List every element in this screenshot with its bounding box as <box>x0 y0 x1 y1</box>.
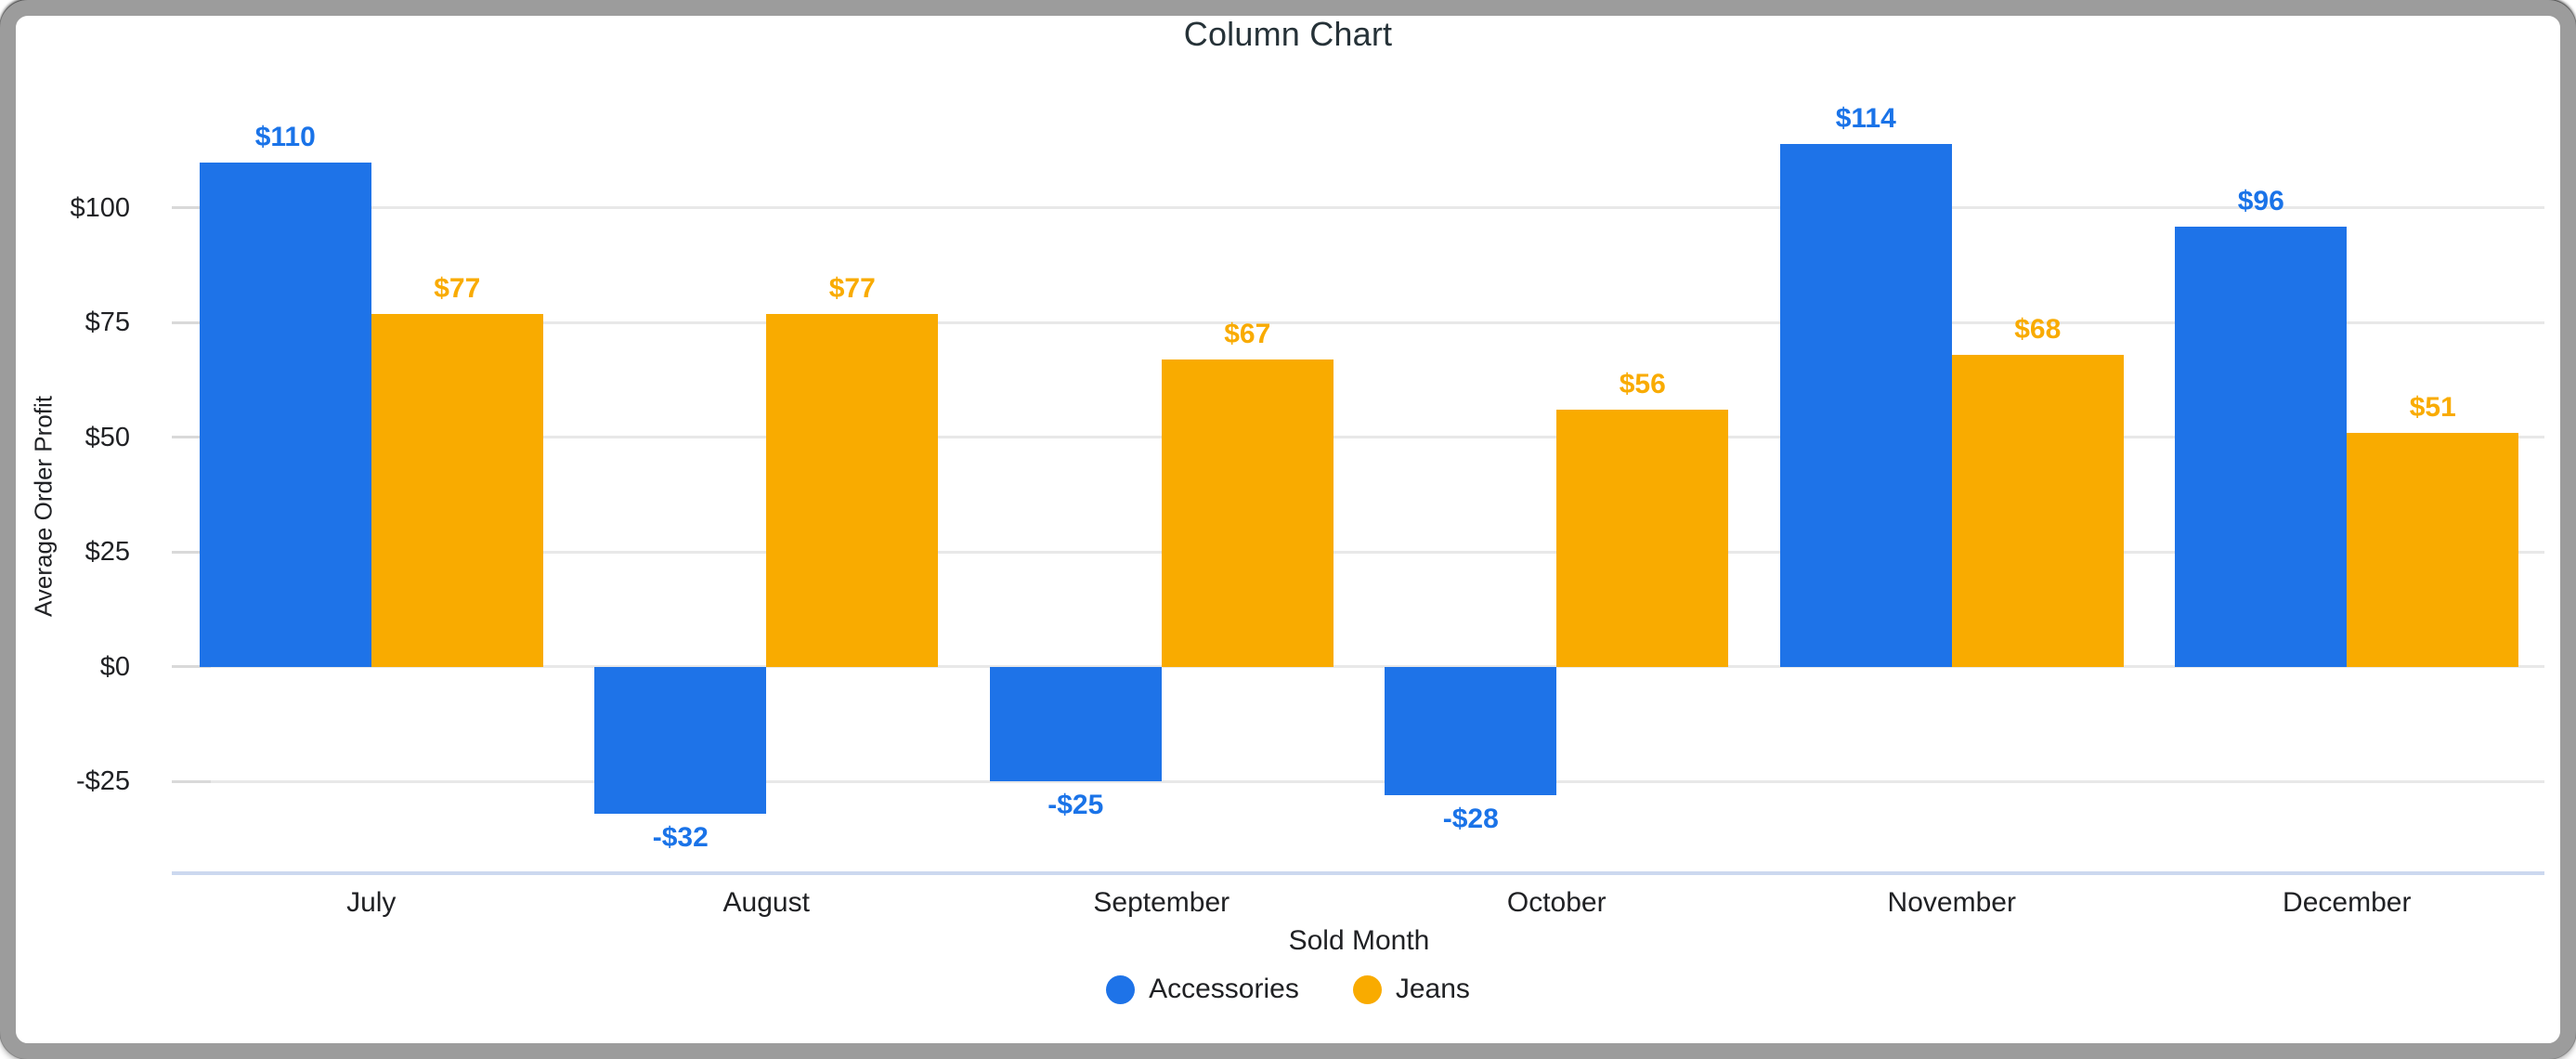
y-tick-label: -$25 <box>75 766 130 797</box>
bar-jeans-october[interactable] <box>1556 410 1729 667</box>
bar-value-label: $68 <box>2014 313 2062 345</box>
bar-jeans-september[interactable] <box>1161 359 1334 667</box>
bar-value-label: $77 <box>828 272 876 304</box>
legend-marker-accessories-icon <box>1106 974 1136 1004</box>
y-tick-label: $0 <box>99 651 130 682</box>
x-category-december: December <box>2283 887 2412 918</box>
bar-value-label: $110 <box>254 121 316 152</box>
legend-marker-jeans-icon <box>1352 974 1382 1004</box>
legend-item-jeans[interactable]: Jeans <box>1352 974 1470 1005</box>
bar-value-label: $51 <box>2409 391 2456 423</box>
bar-accessories-october[interactable] <box>1385 666 1557 796</box>
gridline-0 <box>172 665 2544 669</box>
axis-tick--25 <box>172 779 211 783</box>
bar-value-label: $96 <box>2237 185 2284 216</box>
bar-value-label: $56 <box>1619 369 1666 400</box>
axis-tick-0 <box>172 665 211 669</box>
axis-tick-50 <box>172 436 211 439</box>
x-category-july: July <box>346 887 397 918</box>
bar-jeans-november[interactable] <box>1951 354 2124 667</box>
axis-tick-25 <box>172 550 211 554</box>
gridline--25 <box>172 779 2544 783</box>
x-category-september: September <box>1093 887 1230 918</box>
bar-accessories-november[interactable] <box>1779 143 1952 667</box>
bar-accessories-july[interactable] <box>199 162 371 667</box>
gridline-50 <box>172 436 2544 439</box>
x-axis-title: Sold Month <box>1288 925 1430 956</box>
bar-jeans-august[interactable] <box>766 313 939 667</box>
x-category-november: November <box>1887 887 2016 918</box>
y-tick-label: $25 <box>85 537 130 568</box>
gridline-75 <box>172 320 2544 324</box>
bar-value-label: -$28 <box>1442 804 1499 835</box>
bar-accessories-september[interactable] <box>989 666 1162 782</box>
y-tick-label: $75 <box>85 307 130 338</box>
x-axis-baseline <box>172 871 2544 875</box>
bar-jeans-july[interactable] <box>371 313 543 667</box>
bar-accessories-december[interactable] <box>2175 226 2348 667</box>
bar-value-label: $77 <box>434 272 481 304</box>
y-tick-label: $50 <box>85 422 130 452</box>
chart-title: Column Chart <box>1183 15 1393 53</box>
chart-legend: Accessories Jeans <box>0 974 2576 1005</box>
legend-label-jeans: Jeans <box>1395 974 1470 1004</box>
bar-value-label: -$32 <box>652 821 709 853</box>
gridline-100 <box>172 206 2544 210</box>
bar-jeans-december[interactable] <box>2347 432 2519 667</box>
axis-tick-100 <box>172 206 211 210</box>
axis-tick-75 <box>172 320 211 324</box>
bar-value-label: $114 <box>1835 102 1896 134</box>
y-tick-label: $100 <box>70 192 130 223</box>
bar-accessories-august[interactable] <box>594 666 767 814</box>
legend-item-accessories[interactable]: Accessories <box>1106 974 1299 1005</box>
bar-value-label: $67 <box>1224 318 1271 349</box>
bar-value-label: -$25 <box>1047 790 1104 821</box>
gridline-25 <box>172 550 2544 554</box>
x-category-october: October <box>1506 887 1607 918</box>
legend-label-accessories: Accessories <box>1149 974 1299 1004</box>
x-category-august: August <box>722 887 810 918</box>
